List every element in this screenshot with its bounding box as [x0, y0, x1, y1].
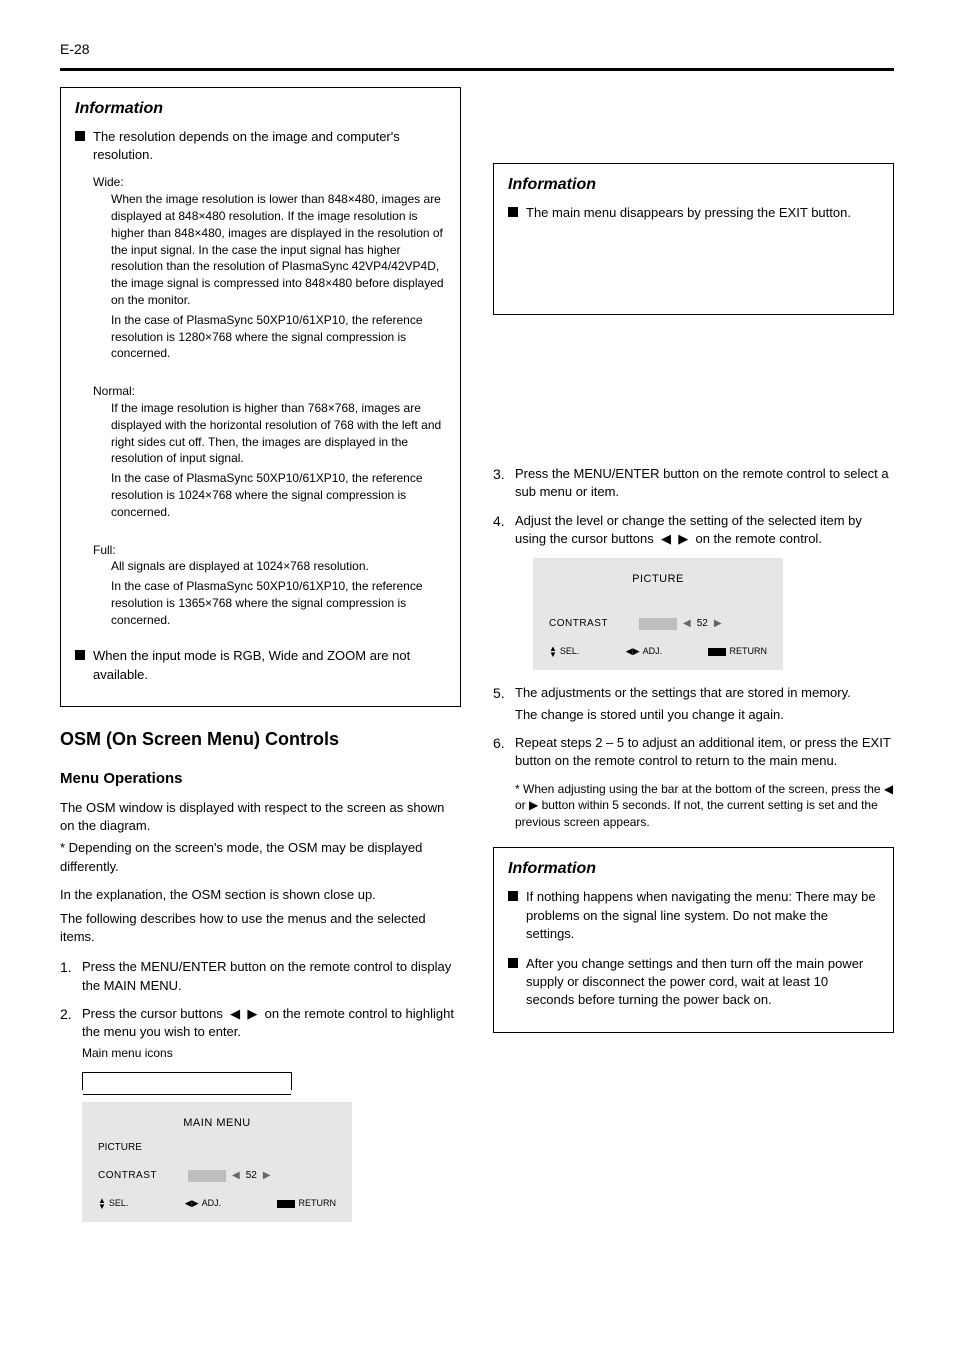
info-box-troubleshoot: Information If nothing happens when navi… [493, 847, 894, 1033]
step1-text: Press the MENU/ENTER button on the remot… [82, 958, 461, 994]
menu-explain: In the explanation, the OSM section is s… [60, 886, 461, 904]
step2-text: Press the cursor buttons ◀ ▶ on the remo… [82, 1005, 461, 1062]
right-arrow-small-icon: ▶ [263, 1169, 271, 1183]
step3-text: Press the MENU/ENTER button on the remot… [515, 465, 894, 501]
return-icon [277, 1200, 295, 1208]
panel-header: MAIN MENU [98, 1116, 336, 1131]
menu-icons-label: Main menu icons [82, 1045, 461, 1062]
menu-body: The following describes how to use the m… [60, 910, 461, 946]
info-intro: The resolution depends on the image and … [93, 128, 446, 164]
wide-val-0: When the image resolution is lower than … [111, 191, 446, 309]
info-title: Information [508, 858, 879, 880]
bullet-icon [75, 650, 85, 660]
panel-sub: PICTURE [98, 1141, 336, 1155]
left-arrow-icon: ◀ [657, 531, 674, 546]
right-arrow-small-icon: ▶ [714, 617, 722, 631]
info-title: Information [508, 174, 879, 196]
info-rgb-note: When the input mode is RGB, Wide and ZOO… [93, 647, 446, 683]
wide-val-1: In the case of PlasmaSync 50XP10/61XP10,… [111, 312, 446, 362]
info-box-resolution: Information The resolution depends on th… [60, 87, 461, 707]
info3-item2: After you change settings and then turn … [526, 955, 879, 1010]
osm-panel-main: MAIN MENU PICTURE CONTRAST ◀ 52 ▶ ▲▼ SEL… [82, 1102, 352, 1222]
right-arrow-icon: ▶ [247, 1006, 261, 1021]
bullet-icon [508, 891, 518, 901]
adjust-note: * When adjusting using the bar at the bo… [515, 781, 894, 831]
panel-header: PICTURE [549, 572, 767, 587]
osm-panel-picture: PICTURE CONTRAST ◀ 52 ▶ ▲▼ SEL. ◀▶ [533, 558, 783, 670]
bullet-icon [75, 131, 85, 141]
step-number: 1. [60, 958, 82, 994]
step5-text: The adjustments or the settings that are… [515, 684, 894, 724]
info-title: Information [75, 98, 446, 120]
updown-icon: ▲▼ [549, 646, 557, 658]
page-number: E-28 [60, 40, 894, 60]
step6-text: Repeat steps 2 – 5 to adjust an addition… [515, 734, 894, 770]
normal-val-1: In the case of PlasmaSync 50XP10/61XP10,… [111, 470, 446, 520]
return-footer: RETURN [708, 645, 767, 658]
step-number: 5. [493, 684, 515, 724]
step-number: 6. [493, 734, 515, 770]
return-icon [708, 648, 726, 656]
adj-footer: ◀▶ ADJ. [185, 1197, 221, 1210]
menu-note: * Depending on the screen's mode, the OS… [60, 839, 461, 875]
right-arrow-icon: ▶ [678, 531, 692, 546]
left-column: Information The resolution depends on th… [60, 87, 461, 1236]
leftright-icon: ◀▶ [185, 1197, 199, 1210]
bullet-icon [508, 958, 518, 968]
panel-row-label: CONTRAST [98, 1169, 188, 1183]
leftright-icon: ◀▶ [626, 645, 640, 658]
panel-row-label: CONTRAST [549, 617, 639, 631]
full-val-0: All signals are displayed at 1024×768 re… [111, 558, 446, 575]
panel-field [188, 1170, 226, 1182]
updown-icon: ▲▼ [98, 1198, 106, 1210]
full-val-1: In the case of PlasmaSync 50XP10/61XP10,… [111, 578, 446, 628]
step4-text: Adjust the level or change the setting o… [515, 512, 894, 548]
panel-val: 52 [246, 1169, 257, 1183]
left-arrow-small-icon: ◀ [232, 1169, 240, 1183]
info-box-exit: Information The main menu disappears by … [493, 163, 894, 316]
bullet-icon [508, 207, 518, 217]
sel-footer: ▲▼ SEL. [98, 1197, 128, 1210]
menu-intro: The OSM window is displayed with respect… [60, 799, 461, 835]
sel-footer: ▲▼ SEL. [549, 645, 579, 658]
page-rule [60, 68, 894, 71]
input-bar-diagram [82, 1072, 461, 1090]
step-number: 2. [60, 1005, 82, 1062]
panel-val: 52 [697, 617, 708, 631]
return-footer: RETURN [277, 1197, 336, 1210]
step-number: 4. [493, 512, 515, 548]
wide-label: Wide: [93, 174, 446, 191]
normal-label: Normal: [93, 383, 446, 400]
step-number: 3. [493, 465, 515, 501]
info2-text: The main menu disappears by pressing the… [526, 204, 851, 222]
normal-val-0: If the image resolution is higher than 7… [111, 400, 446, 467]
panel-field [639, 618, 677, 630]
right-column: Information The main menu disappears by … [493, 87, 894, 1236]
full-label: Full: [93, 542, 446, 559]
info3-item1: If nothing happens when navigating the m… [526, 888, 879, 943]
left-arrow-small-icon: ◀ [683, 617, 691, 631]
left-arrow-icon: ◀ [227, 1006, 244, 1021]
osm-controls-title: OSM (On Screen Menu) Controls [60, 727, 461, 752]
adj-footer: ◀▶ ADJ. [626, 645, 662, 658]
menu-ops-title: Menu Operations [60, 768, 461, 789]
